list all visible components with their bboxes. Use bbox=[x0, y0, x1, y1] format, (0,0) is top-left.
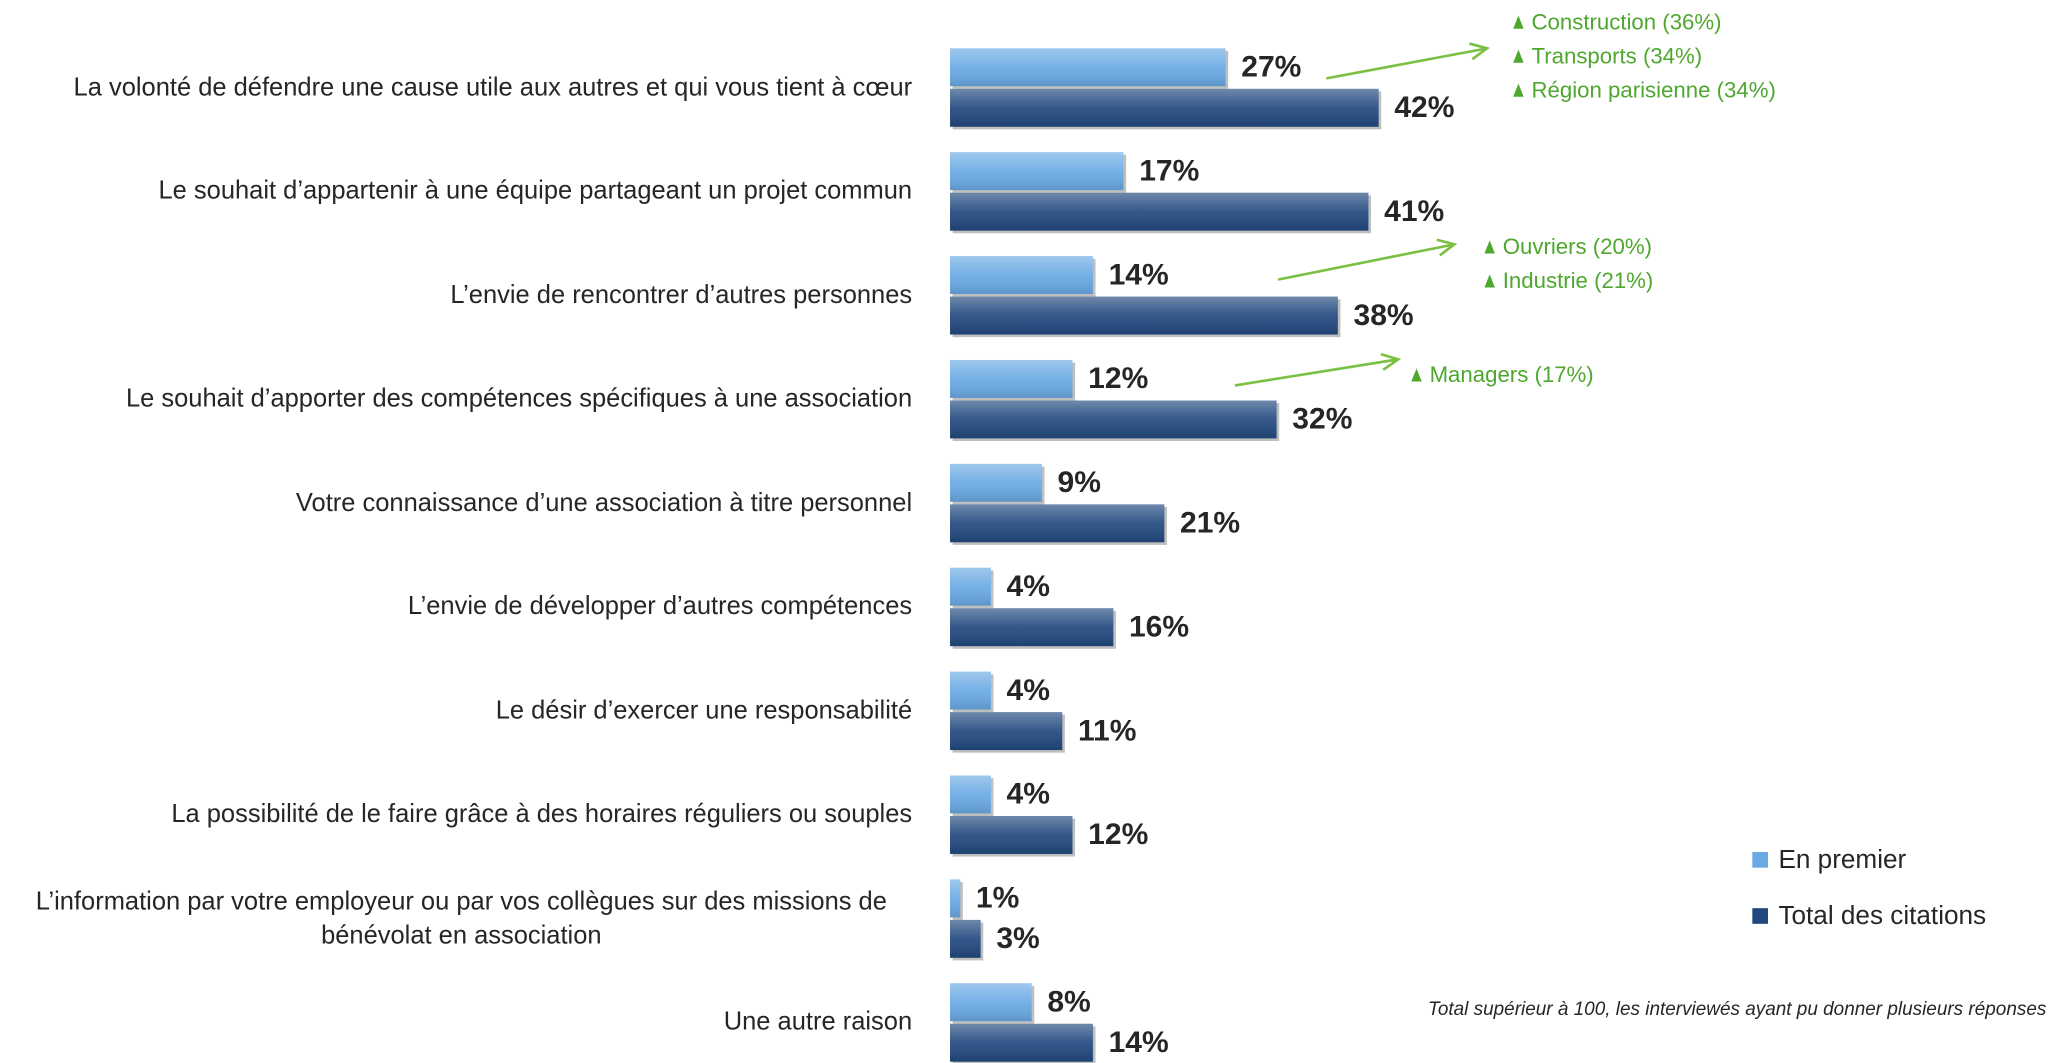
bar-gloss bbox=[950, 504, 1165, 543]
category-label-box: La volonté de défendre une cause utile a… bbox=[0, 29, 913, 147]
category-label-box: Le souhait d’apporter des compétences sp… bbox=[0, 340, 912, 458]
value-label: 14% bbox=[1109, 258, 1169, 291]
value-label: 4% bbox=[1007, 674, 1050, 707]
annotation-arrow bbox=[1326, 47, 1488, 80]
category-label-row: L’envie de développer d’autres compétenc… bbox=[0, 548, 912, 666]
annotation-arrow bbox=[1234, 358, 1399, 387]
value-label: 42% bbox=[1394, 91, 1454, 124]
category-label-box: Le désir d’exercer une responsabilité bbox=[0, 652, 912, 770]
category-label: Une autre raison bbox=[723, 1007, 913, 1037]
bar-gloss bbox=[950, 567, 991, 606]
annotation-text: Managers (17%) bbox=[1430, 362, 1594, 387]
bar-gloss bbox=[950, 1023, 1093, 1062]
category-label-box: La possibilité de le faire grâce à des h… bbox=[0, 756, 912, 874]
bar-gloss bbox=[950, 879, 961, 918]
category-label-row: Le souhait d’appartenir à une équipe par… bbox=[0, 133, 912, 251]
value-label: 9% bbox=[1058, 466, 1101, 499]
annotation-triangle bbox=[1484, 274, 1495, 288]
category-label: Votre connaissance d’une association à t… bbox=[295, 488, 913, 518]
bar-gloss bbox=[950, 463, 1042, 502]
annotation-triangle bbox=[1513, 15, 1524, 29]
bar-gloss bbox=[950, 775, 991, 814]
bar-gloss bbox=[950, 88, 1379, 127]
value-label: 21% bbox=[1180, 507, 1240, 540]
value-label: 4% bbox=[1007, 778, 1050, 811]
bar-gloss bbox=[950, 192, 1369, 231]
annotation-triangle bbox=[1411, 368, 1422, 382]
category-label-box: Une autre raison bbox=[0, 964, 912, 1063]
value-label: 38% bbox=[1354, 299, 1414, 332]
value-label: 12% bbox=[1088, 362, 1148, 395]
legend-label: En premier bbox=[1778, 844, 1906, 874]
category-label: Le souhait d’appartenir à une équipe par… bbox=[158, 176, 913, 206]
annotation-text: Région parisienne (34%) bbox=[1531, 77, 1775, 102]
category-label-row: L’information par votre employeur ou par… bbox=[0, 860, 912, 978]
value-label: 14% bbox=[1109, 1026, 1169, 1059]
category-label: L’envie de développer d’autres compétenc… bbox=[407, 592, 913, 622]
annotation-triangle bbox=[1513, 49, 1524, 63]
value-label: 3% bbox=[996, 922, 1039, 955]
category-label-row: La volonté de défendre une cause utile a… bbox=[0, 29, 913, 147]
category-label-box: L’information par votre employeur ou par… bbox=[0, 860, 912, 978]
bar-gloss bbox=[950, 816, 1073, 854]
annotation-arrowhead bbox=[1469, 42, 1491, 61]
category-label: Le souhait d’apporter des compétences sp… bbox=[125, 384, 913, 414]
category-label-row: L’envie de rencontrer d’autres personnes bbox=[0, 237, 912, 355]
legend-label: Total des citations bbox=[1778, 900, 1986, 930]
value-label: 1% bbox=[976, 882, 1019, 915]
value-label: 4% bbox=[1007, 570, 1050, 603]
category-label: La volonté de défendre une cause utile a… bbox=[73, 72, 913, 102]
category-label: L’information par votre employeur ou par… bbox=[35, 886, 887, 950]
value-label: 27% bbox=[1241, 51, 1301, 84]
legend-swatch bbox=[1752, 851, 1769, 868]
category-label-row: Le désir d’exercer une responsabilité bbox=[0, 652, 912, 770]
bar-gloss bbox=[950, 671, 991, 710]
legend-swatch bbox=[1752, 908, 1769, 924]
bar-gloss bbox=[950, 48, 1226, 87]
value-label: 8% bbox=[1047, 985, 1090, 1018]
category-label-row: Votre connaissance d’une association à t… bbox=[0, 444, 912, 562]
category-label-row: La possibilité de le faire grâce à des h… bbox=[0, 756, 912, 874]
bar-gloss bbox=[950, 359, 1073, 398]
bar-gloss bbox=[950, 712, 1063, 751]
annotation-arrowhead bbox=[1436, 238, 1458, 257]
value-label: 41% bbox=[1384, 195, 1444, 228]
annotation-text: Ouvriers (20%) bbox=[1503, 234, 1652, 259]
footnote: Total supérieur à 100, les interviewés a… bbox=[1428, 999, 2047, 1020]
annotation-text: Construction (36%) bbox=[1531, 9, 1721, 34]
annotation-text: Industrie (21%) bbox=[1503, 268, 1654, 293]
category-label: L’envie de rencontrer d’autres personnes bbox=[450, 280, 913, 310]
annotation-text: Transports (34%) bbox=[1531, 43, 1702, 68]
bar-gloss bbox=[950, 400, 1277, 439]
category-label-row: Une autre raison bbox=[0, 964, 912, 1063]
category-label-box: Votre connaissance d’une association à t… bbox=[0, 444, 912, 562]
category-label-box: L’envie de développer d’autres compétenc… bbox=[0, 548, 912, 666]
bar-gloss bbox=[950, 983, 1032, 1022]
annotation-arrow bbox=[1277, 243, 1455, 281]
category-label: La possibilité de le faire grâce à des h… bbox=[171, 800, 913, 829]
value-label: 32% bbox=[1292, 403, 1352, 436]
category-label-box: L’envie de rencontrer d’autres personnes bbox=[0, 237, 912, 355]
category-label-row: Le souhait d’apporter des compétences sp… bbox=[0, 340, 912, 458]
annotation-arrowhead bbox=[1380, 352, 1402, 371]
bar-gloss bbox=[950, 919, 981, 958]
category-label-box: Le souhait d’appartenir à une équipe par… bbox=[0, 133, 912, 251]
annotation-triangle bbox=[1513, 83, 1524, 97]
value-label: 11% bbox=[1078, 714, 1136, 747]
bar-gloss bbox=[950, 296, 1338, 335]
category-label: Le désir d’exercer une responsabilité bbox=[495, 696, 913, 726]
bar-gloss bbox=[950, 256, 1093, 295]
value-label: 16% bbox=[1129, 610, 1189, 643]
value-label: 12% bbox=[1088, 818, 1148, 851]
annotation-triangle bbox=[1484, 240, 1495, 254]
bar-gloss bbox=[950, 608, 1114, 647]
bar-gloss bbox=[950, 152, 1124, 191]
value-label: 17% bbox=[1139, 154, 1199, 187]
